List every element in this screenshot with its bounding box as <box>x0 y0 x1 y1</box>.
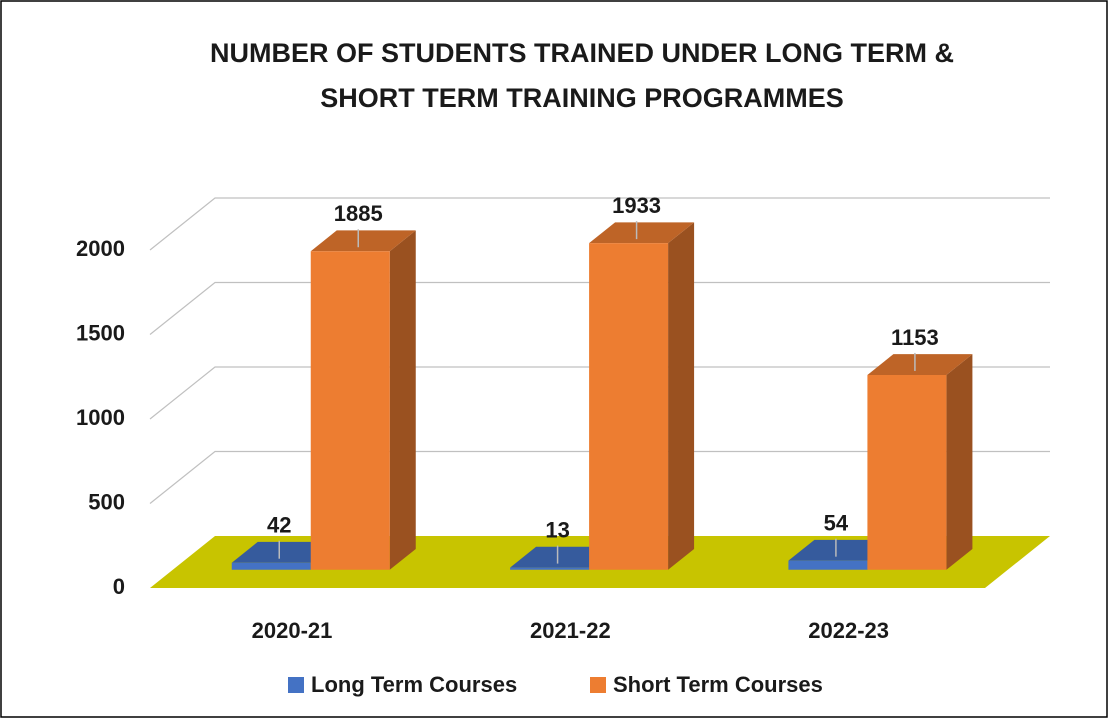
grid-line <box>149 197 1050 251</box>
value-label: 1933 <box>612 193 661 218</box>
value-label: 1885 <box>334 201 383 226</box>
bar-front <box>589 243 669 570</box>
legend-label: Short Term Courses <box>613 672 823 697</box>
bar-side <box>668 222 695 570</box>
y-tick-label: 1500 <box>76 320 125 345</box>
bar-front <box>510 567 590 570</box>
bar-top <box>589 222 695 244</box>
bar-side <box>389 230 416 570</box>
grid-line <box>149 450 1050 504</box>
value-label: 42 <box>267 513 291 538</box>
bar-top <box>310 230 416 252</box>
legend-label: Long Term Courses <box>311 672 517 697</box>
x-tick-label: 2022-23 <box>808 618 889 643</box>
bar <box>589 222 695 570</box>
y-tick-label: 0 <box>113 574 125 599</box>
value-label: 54 <box>824 510 849 535</box>
grid-line <box>149 366 1050 420</box>
bar <box>310 230 416 570</box>
y-tick-label: 1000 <box>76 405 125 430</box>
bar-top <box>867 354 973 375</box>
value-label: 13 <box>545 517 569 542</box>
bar-front <box>231 562 311 570</box>
bar-front <box>310 251 390 570</box>
bar-front <box>788 560 868 570</box>
bar-side <box>946 354 973 570</box>
y-tick-label: 500 <box>88 489 125 514</box>
bar-top <box>231 541 337 563</box>
chart-title: NUMBER OF STUDENTS TRAINED UNDER LONG TE… <box>210 38 954 68</box>
bar-front <box>867 374 947 570</box>
legend-swatch <box>590 677 606 693</box>
x-tick-label: 2021-22 <box>530 618 611 643</box>
bar <box>867 354 973 570</box>
x-tick-label: 2020-21 <box>252 618 333 643</box>
bar-top <box>510 546 616 568</box>
chart-title: SHORT TERM TRAINING PROGRAMMES <box>320 83 844 113</box>
value-label: 1153 <box>891 325 939 350</box>
y-tick-label: 2000 <box>76 236 125 261</box>
grid-line <box>149 281 1050 335</box>
legend-swatch <box>288 677 304 693</box>
bar-top <box>788 539 894 561</box>
